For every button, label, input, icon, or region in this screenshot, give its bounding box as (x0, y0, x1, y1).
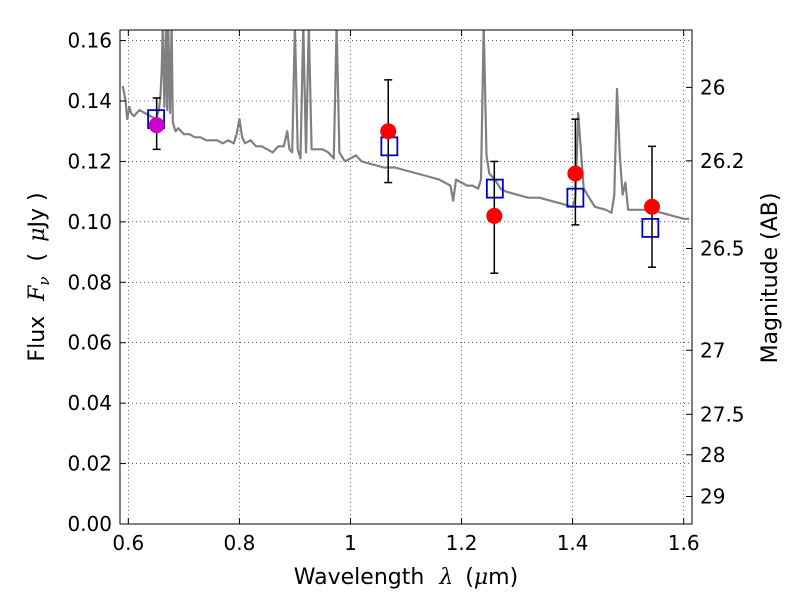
y-axis-label-text: Flux (25, 316, 50, 362)
y-tick-label: 0.10 (67, 210, 112, 234)
observed-flux-point (644, 198, 661, 215)
x-tick-label: 1.2 (446, 531, 478, 555)
x-axis-label-text: Wavelength (294, 565, 425, 590)
x-tick-label: 1 (344, 531, 357, 555)
y2-tick-label: 27.5 (700, 402, 745, 426)
y2-tick-label: 26.5 (700, 236, 745, 260)
ticks: 0.6 0.8 1 1.2 1.4 1.6 0.00 0.02 0.04 0.06 0.08 0.10… (67, 29, 744, 555)
y-tick-label: 0.06 (67, 331, 112, 355)
observed-flux-point (380, 123, 397, 140)
y-tick-label: 0.14 (67, 89, 112, 113)
y-tick-label: 0.16 (67, 29, 112, 53)
plot-frame (119, 29, 693, 525)
y2-tick-label: 26 (700, 75, 725, 99)
error-bar-layer (147, 79, 661, 274)
plot-background (120, 30, 692, 524)
x-axis-label-unit-symbol: μ (474, 565, 488, 590)
y-tick-label: 0.04 (67, 391, 112, 415)
x-axis-label-symbol: λ (438, 565, 453, 590)
x-tick-label: 0.6 (112, 531, 144, 555)
observed-flux-point (486, 207, 503, 224)
y-tick-label: 0.12 (67, 149, 112, 173)
y2-tick-label: 27 (700, 338, 725, 362)
observed-flux-point (148, 117, 165, 134)
y-axis-label-unit-symbol: μ (25, 228, 50, 242)
y-axis-label: Flux Fν ( μJy ) (25, 192, 55, 361)
grid (120, 30, 692, 524)
y-axis-label-symbol: F (25, 285, 50, 302)
x-axis-label: Wavelength λ (μm) (294, 565, 518, 590)
y-tick-label: 0.00 (67, 512, 112, 536)
y-axis-label-subscript: ν (35, 276, 53, 285)
x-tick-label: 1.6 (668, 531, 700, 555)
y2-axis-label: Magnitude (AB) (758, 193, 783, 364)
x-axis-label-unit-rest: m) (488, 565, 518, 590)
y-tick-label: 0.02 (67, 452, 112, 476)
y2-tick-label: 29 (700, 485, 725, 509)
x-tick-label: 1.4 (557, 531, 589, 555)
x-axis-label-unit-open: ( (465, 565, 474, 590)
observed-flux-point (567, 165, 584, 182)
x-tick-label: 0.8 (223, 531, 255, 555)
y-axis-label-unit-open: ( (25, 253, 50, 262)
y-axis-label-unit-rest: Jy ) (25, 192, 50, 229)
y-tick-label: 0.08 (67, 270, 112, 294)
model-photometry-square (641, 218, 660, 238)
y2-tick-label: 26.2 (700, 149, 745, 173)
y2-tick-label: 28 (700, 443, 725, 467)
